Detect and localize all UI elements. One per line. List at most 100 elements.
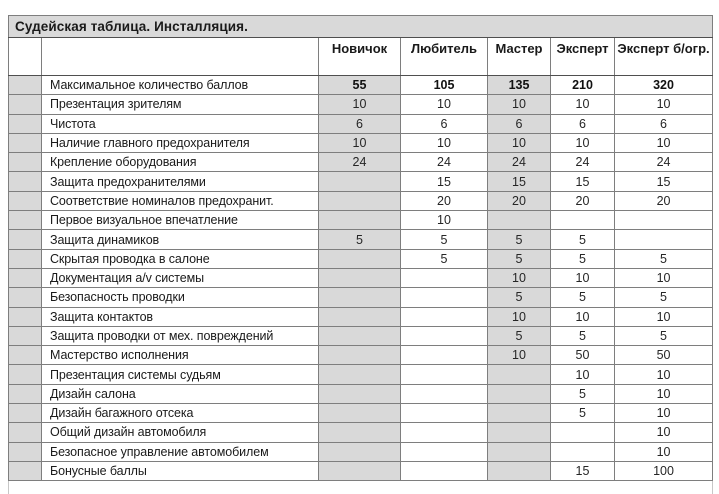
table-row: Документация a/v системы 10 10 10 <box>8 267 714 289</box>
value-cell: 10 <box>613 267 714 289</box>
value-cell: 5 <box>487 248 551 269</box>
value-cell: 10 <box>613 422 714 443</box>
value-cell: 10 <box>550 267 615 289</box>
sheet-gridline-right <box>712 481 713 494</box>
row-spacer-cell <box>8 306 42 327</box>
value-cell: 5 <box>550 229 615 250</box>
value-cell: 10 <box>613 364 714 385</box>
value-cell: 10 <box>318 94 401 115</box>
value-cell <box>318 306 401 327</box>
table-row: Безопасное управление автомобилем 10 <box>8 441 714 462</box>
value-cell <box>487 383 551 405</box>
value-cell <box>318 364 401 385</box>
value-cell <box>318 325 401 347</box>
value-cell <box>613 210 714 231</box>
row-spacer-cell <box>8 171 42 192</box>
value-cell: 5 <box>487 229 551 250</box>
value-cell: 10 <box>318 132 401 154</box>
value-cell: 10 <box>613 383 714 405</box>
value-cell: 5 <box>613 287 714 308</box>
table-row: Наличие главного предохранителя 10 10 10 10 1… <box>8 132 714 154</box>
value-cell <box>400 364 488 385</box>
row-label: Максимальное количество баллов <box>41 74 319 96</box>
column-header-expert: Эксперт <box>550 37 615 76</box>
value-cell <box>550 422 615 443</box>
row-label: Презентация системы судьям <box>41 364 319 385</box>
row-label: Дизайн салона <box>41 383 319 405</box>
row-label: Дизайн багажного отсека <box>41 403 319 424</box>
value-cell <box>318 441 401 462</box>
value-cell: 10 <box>550 94 615 115</box>
row-label: Соответствие номиналов предохранит. <box>41 190 319 212</box>
value-cell <box>487 364 551 385</box>
table-row: Соответствие номиналов предохранит. 20 20 2… <box>8 190 714 212</box>
value-cell <box>318 210 401 231</box>
value-cell: 5 <box>613 248 714 269</box>
row-label: Крепление оборудования <box>41 152 319 173</box>
value-cell: 10 <box>613 306 714 327</box>
value-cell: 15 <box>550 171 615 192</box>
value-cell: 10 <box>613 132 714 154</box>
value-cell: 10 <box>487 267 551 289</box>
value-cell: 10 <box>550 306 615 327</box>
value-cell: 320 <box>613 74 714 96</box>
table-row: Защита динамиков 5 5 5 5 <box>8 229 714 250</box>
value-cell: 10 <box>550 364 615 385</box>
row-label: Защита контактов <box>41 306 319 327</box>
value-cell: 5 <box>487 325 551 347</box>
value-cell <box>318 190 401 212</box>
value-cell: 6 <box>318 113 401 134</box>
table-row: Защита контактов 10 10 10 <box>8 306 714 327</box>
table-row: Дизайн багажного отсека 5 10 <box>8 403 714 424</box>
row-spacer-cell <box>8 441 42 462</box>
table-row: Презентация зрителям 10 10 10 10 10 <box>8 94 714 115</box>
table-body: Судейская таблица. Инсталляция. Новичок … <box>7 15 714 482</box>
column-header-amateur: Любитель <box>400 37 488 76</box>
row-label: Чистота <box>41 113 319 134</box>
row-label: Первое визуальное впечатление <box>41 210 319 231</box>
value-cell <box>400 325 488 347</box>
row-spacer-cell <box>8 74 42 96</box>
row-spacer-cell <box>8 422 42 443</box>
table-row: Мастерство исполнения 10 50 50 <box>8 345 714 366</box>
value-cell: 10 <box>400 132 488 154</box>
value-cell: 10 <box>487 345 551 366</box>
value-cell: 5 <box>550 248 615 269</box>
row-label: Скрытая проводка в салоне <box>41 248 319 269</box>
value-cell <box>487 441 551 462</box>
row-label: Общий дизайн автомобиля <box>41 422 319 443</box>
row-spacer-cell <box>8 94 42 115</box>
value-cell: 6 <box>613 113 714 134</box>
value-cell: 50 <box>613 345 714 366</box>
column-header-novice: Новичок <box>318 37 401 76</box>
value-cell: 24 <box>400 152 488 173</box>
value-cell: 5 <box>550 287 615 308</box>
row-spacer-cell <box>8 113 42 134</box>
column-header-master: Мастер <box>487 37 551 76</box>
value-cell: 15 <box>400 171 488 192</box>
table-row: Защита предохранителями 15 15 15 15 <box>8 171 714 192</box>
row-label: Наличие главного предохранителя <box>41 132 319 154</box>
value-cell <box>318 267 401 289</box>
table-row: Презентация системы судьям 10 10 <box>8 364 714 385</box>
row-spacer-cell <box>8 229 42 250</box>
value-cell <box>550 441 615 462</box>
value-cell: 24 <box>487 152 551 173</box>
value-cell: 10 <box>400 94 488 115</box>
header-spacer-cell <box>8 37 42 76</box>
row-spacer-cell <box>8 210 42 231</box>
table-row: Первое визуальное впечатление 10 <box>8 210 714 231</box>
value-cell: 5 <box>400 248 488 269</box>
row-spacer-cell <box>8 248 42 269</box>
row-spacer-cell <box>8 345 42 366</box>
value-cell: 5 <box>613 325 714 347</box>
value-cell <box>487 422 551 443</box>
value-cell <box>400 441 488 462</box>
value-cell: 5 <box>400 229 488 250</box>
value-cell: 10 <box>613 94 714 115</box>
row-label: Защита предохранителями <box>41 171 319 192</box>
row-label: Бонусные баллы <box>41 460 319 482</box>
row-label: Мастерство исполнения <box>41 345 319 366</box>
value-cell: 24 <box>318 152 401 173</box>
value-cell <box>487 460 551 482</box>
